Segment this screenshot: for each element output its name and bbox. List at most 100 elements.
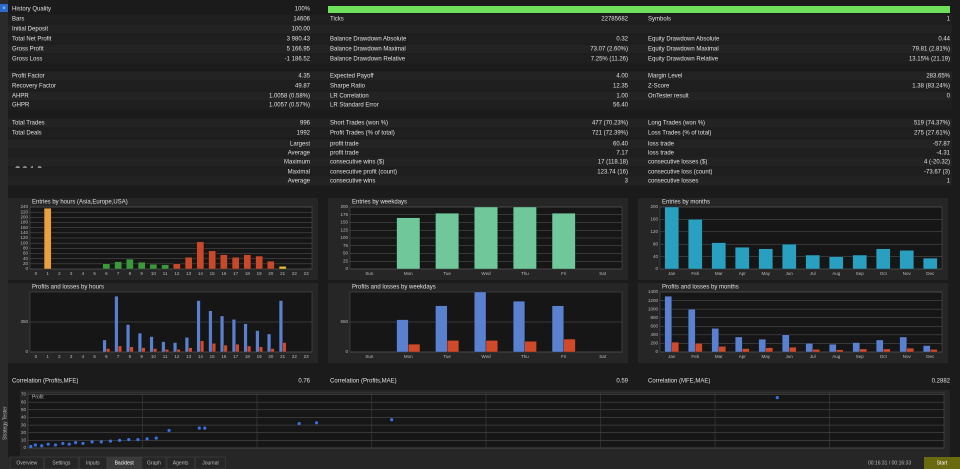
bar [164,349,169,353]
y-tick-label: 50 [21,407,27,412]
tab-label[interactable]: Inputs [86,460,100,466]
bar [188,347,193,353]
side-title: Strategy Tester [2,406,8,440]
stat-label: profit trade [330,142,359,148]
bar [899,336,907,353]
x-tick-label: Jul [810,271,816,276]
bar [43,208,52,270]
stat-value: 477 (70.23%) [592,121,628,127]
stat-label: Bars [12,17,24,23]
y-tick-label: 220 [20,209,28,214]
stat-label: Balance Drawdown Maximal [330,47,406,53]
stat-value: 1992 [297,131,311,137]
tab[interactable] [78,456,107,469]
tab[interactable] [107,456,142,469]
bar [923,345,931,353]
y-tick-label: 160 [650,217,658,222]
x-tick-label: 17 [233,271,239,276]
y-tick-label: 150 [340,220,348,225]
bar [137,262,146,270]
bar [102,339,107,353]
stat-label: Expected Payoff [330,74,374,80]
tab[interactable] [44,456,79,469]
point [67,442,71,446]
tab-label[interactable]: Overview [16,460,37,466]
y-tick-label: 40 [23,256,29,261]
bar [789,347,797,353]
x-tick-label: 11 [163,271,168,276]
y-tick-label: 175 [340,212,348,217]
x-tick-label: Apr [739,271,747,276]
tab[interactable] [194,456,226,469]
tab-label[interactable]: Backtest [115,460,135,466]
bar [718,346,726,353]
x-tick-label: 5 [93,354,96,359]
row-bg [8,167,952,177]
bar [474,206,498,270]
tab[interactable] [9,456,44,469]
row-bg [8,91,952,101]
x-tick-label: 13 [186,271,192,276]
bar [255,255,263,270]
x-tick-label: 2 [58,354,61,359]
row-bg [8,139,952,149]
stat-label: Long Trades (won %) [648,121,705,127]
row-bg [8,81,952,91]
point [154,436,158,440]
stat-value: 519 (74.37%) [914,121,950,127]
stat-label: Largest [290,142,310,148]
x-tick-label: Wed [481,271,491,276]
bar [782,334,790,353]
tab-label[interactable]: Settings [52,460,71,466]
y-tick-label: 0 [345,266,348,271]
bar [735,336,743,353]
chart-title: Profits and losses by months [662,285,739,291]
stat-label: consecutive profit (count) [330,170,397,176]
correlation-value: 0.59 [616,379,628,385]
tab[interactable] [166,456,195,469]
y-tick-label: 80 [23,246,29,251]
stat-value: 22785682 [601,17,628,23]
stat-value: -73.67 (3) [924,170,950,176]
bar [829,344,837,353]
stat-label: LR Correlation [330,94,369,100]
tab[interactable] [141,456,167,469]
bar [106,348,111,353]
start-button[interactable] [924,457,960,469]
stat-label: loss trade [648,142,675,148]
bar [247,345,252,353]
bar [829,256,844,270]
chart-title: Entries by weekdays [352,200,407,206]
tab-label[interactable]: Graph [147,460,161,466]
x-tick-label: Mar [715,354,723,359]
y-tick-label: 600 [650,323,658,328]
point [40,444,44,448]
x-tick-label: Sun [365,271,374,276]
bar [805,254,820,270]
tab-label[interactable]: Agents [173,460,189,466]
row-bg [8,14,952,24]
stat-value: 73.07 (2.60%) [590,47,628,53]
start-label[interactable]: Start [937,460,948,466]
bar [513,206,537,270]
close-icon[interactable]: × [2,6,6,12]
stat-label: GHPR [12,103,30,109]
stat-value: 4.00 [616,74,628,80]
y-tick-label: 200 [20,215,28,220]
y-tick-label: 1200 [648,298,659,303]
bar [408,344,421,353]
stat-value: 13.15% (21.19) [909,57,950,63]
tab-label[interactable]: Journal [202,460,218,466]
bar [551,305,564,353]
bar [231,257,240,270]
stat-label: Z-Score [648,84,670,90]
x-tick-label: 23 [304,271,310,276]
x-tick-label: Tue [443,354,451,359]
stat-label: Maximal [288,170,310,176]
point [127,437,131,442]
x-tick-label: Sep [856,354,865,359]
stat-label: Profit Trades (% of total) [330,131,395,137]
stat-label: LR Standard Error [330,103,379,109]
stat-value: 100.00 [292,27,311,33]
close-button[interactable] [0,4,8,12]
